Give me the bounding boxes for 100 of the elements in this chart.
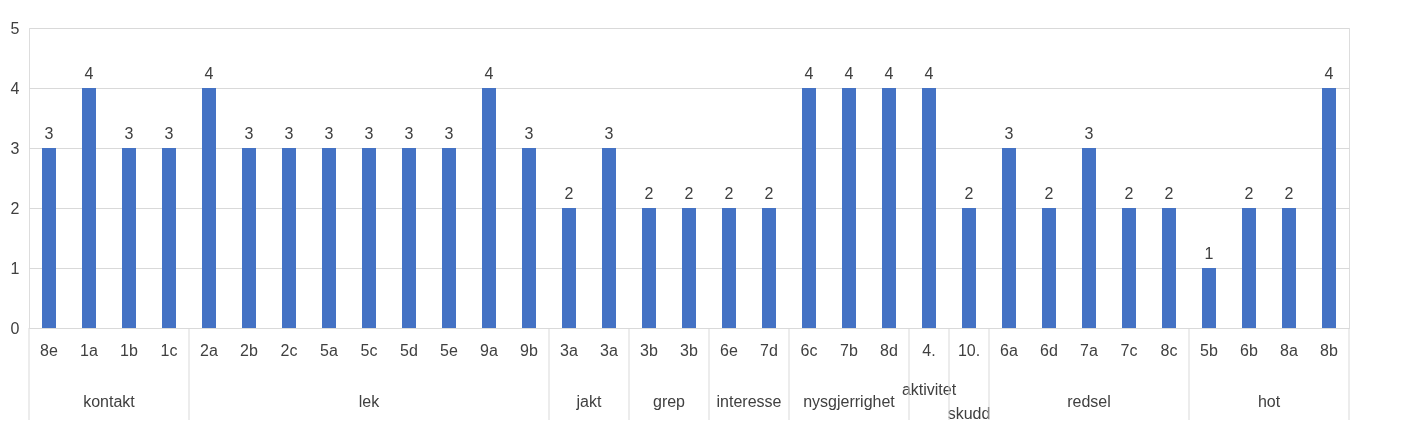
x-tick-label: 6c xyxy=(800,341,818,359)
x-tick-label: 3b xyxy=(640,341,658,359)
bar xyxy=(842,88,856,328)
bar xyxy=(1282,208,1296,328)
bar xyxy=(442,148,456,328)
data-label: 3 xyxy=(604,125,614,142)
y-tick-label: 1 xyxy=(10,259,20,277)
text: grep xyxy=(652,393,686,410)
text: skudd xyxy=(947,405,991,422)
text: kontakt xyxy=(83,393,136,410)
data-label: 3 xyxy=(124,125,134,142)
x-tick-label: 5c xyxy=(360,341,378,359)
bar xyxy=(242,148,256,328)
data-label: 2 xyxy=(964,185,974,202)
x-tick-label: 8a xyxy=(1280,341,1298,359)
text: nysgjerrighet xyxy=(803,393,896,410)
bar xyxy=(802,88,816,328)
data-label: 2 xyxy=(1164,185,1174,202)
bar xyxy=(1122,208,1136,328)
text: aktivitet xyxy=(901,381,957,398)
bar xyxy=(522,148,536,328)
bar xyxy=(722,208,736,328)
data-label: 2 xyxy=(724,185,734,202)
x-tick-label: 10. xyxy=(957,341,981,359)
x-tick-label: 7c xyxy=(1120,341,1138,359)
y-tick-label: 5 xyxy=(10,19,20,37)
data-label: 2 xyxy=(1124,185,1134,202)
data-label: 2 xyxy=(1284,185,1294,202)
bar xyxy=(162,148,176,328)
data-label: 2 xyxy=(764,185,774,202)
y-tick-label: 2 xyxy=(10,199,20,217)
x-tick-label: 9b xyxy=(520,341,538,359)
bar xyxy=(42,148,56,328)
data-label: 4 xyxy=(484,65,494,82)
x-tick-label: 3a xyxy=(560,341,578,359)
data-label: 3 xyxy=(44,125,54,142)
x-tick-label: 1a xyxy=(80,341,98,359)
data-label: 3 xyxy=(244,125,254,142)
x-tick-label: 8d xyxy=(880,341,898,359)
x-tick-label: 9a xyxy=(480,341,498,359)
x-tick-label: 7a xyxy=(1080,341,1098,359)
text: interesse xyxy=(716,393,782,410)
data-label: 3 xyxy=(1004,125,1014,142)
x-tick-label: 6d xyxy=(1040,341,1058,359)
bar xyxy=(1202,268,1216,328)
x-tick-label: 8e xyxy=(40,341,58,359)
x-tick-label: 5d xyxy=(400,341,418,359)
data-label: 3 xyxy=(524,125,534,142)
bar xyxy=(962,208,976,328)
bar xyxy=(362,148,376,328)
data-label: 3 xyxy=(1084,125,1094,142)
data-label: 2 xyxy=(684,185,694,202)
x-tick-label: 2c xyxy=(280,341,298,359)
data-label: 3 xyxy=(164,125,174,142)
data-label: 4 xyxy=(924,65,934,82)
data-label: 2 xyxy=(1044,185,1054,202)
x-tick-label: 1c xyxy=(160,341,178,359)
bar xyxy=(762,208,776,328)
x-tick-label: 8b xyxy=(1320,341,1338,359)
bar xyxy=(922,88,936,328)
bar xyxy=(82,88,96,328)
x-tick-label: 2a xyxy=(200,341,218,359)
bar xyxy=(602,148,616,328)
x-tick-label: 5b xyxy=(1200,341,1218,359)
bar xyxy=(482,88,496,328)
data-label: 4 xyxy=(1324,65,1334,82)
text: hot xyxy=(1257,393,1281,410)
data-label: 3 xyxy=(364,125,374,142)
data-label: 2 xyxy=(644,185,654,202)
x-tick-label: 6a xyxy=(1000,341,1018,359)
data-label: 2 xyxy=(564,185,574,202)
data-label: 4 xyxy=(204,65,214,82)
data-label: 4 xyxy=(844,65,854,82)
x-tick-label: 8c xyxy=(1160,341,1178,359)
y-tick-label: 3 xyxy=(10,139,20,157)
bar xyxy=(1082,148,1096,328)
text: lek xyxy=(358,393,381,410)
data-label: 4 xyxy=(884,65,894,82)
bar xyxy=(642,208,656,328)
bar xyxy=(1242,208,1256,328)
x-tick-label: 7b xyxy=(840,341,858,359)
x-tick-label: 3a xyxy=(600,341,618,359)
bar xyxy=(322,148,336,328)
data-label: 1 xyxy=(1204,245,1214,262)
data-label: 2 xyxy=(1244,185,1254,202)
x-tick-label: 5e xyxy=(440,341,458,359)
bar xyxy=(1162,208,1176,328)
x-tick-label: 5a xyxy=(320,341,338,359)
data-label: 4 xyxy=(804,65,814,82)
data-label: 4 xyxy=(84,65,94,82)
bar xyxy=(1042,208,1056,328)
bar xyxy=(882,88,896,328)
data-label: 3 xyxy=(404,125,414,142)
y-tick-label: 0 xyxy=(10,319,20,337)
data-label: 3 xyxy=(324,125,334,142)
x-tick-label: 3b xyxy=(680,341,698,359)
y-tick-label: 4 xyxy=(10,79,20,97)
bar xyxy=(1002,148,1016,328)
bar xyxy=(402,148,416,328)
x-tick-label: 1b xyxy=(120,341,138,359)
